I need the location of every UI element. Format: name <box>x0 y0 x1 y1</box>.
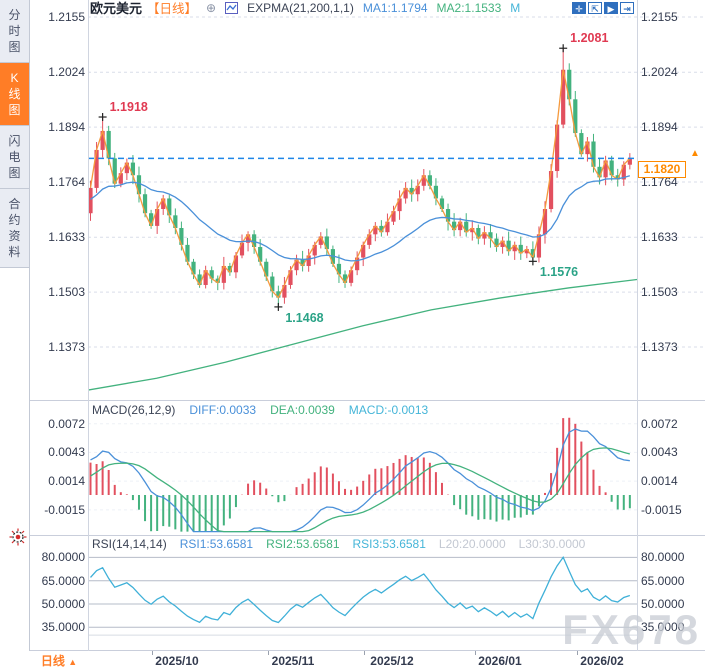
axis-border-left <box>88 0 89 651</box>
x-axis-tick <box>152 651 153 655</box>
panel-separator <box>30 650 705 651</box>
symbol-name: 欧元美元 <box>90 1 143 16</box>
x-axis-label: 2026/01 <box>478 654 522 668</box>
high-annotation: 1.2081 <box>570 31 609 46</box>
y-axis-label: 1.1503 <box>641 285 678 300</box>
y-axis-label: 1.1894 <box>48 120 85 135</box>
x-axis-label: 2026/02 <box>580 654 624 668</box>
rsi-l30-value: L30:30.0000 <box>518 537 586 551</box>
y-axis-label: 0.0043 <box>641 445 678 460</box>
sun-marker-icon[interactable] <box>9 528 27 546</box>
y-axis-label: 1.1633 <box>641 230 678 245</box>
y-axis-label: 0.0072 <box>48 416 85 431</box>
y-axis-label: 1.1373 <box>641 340 678 354</box>
sidebar-tab-contract[interactable]: 合约资料 <box>0 189 29 268</box>
period-selector[interactable]: 日线 ▲ <box>30 651 88 671</box>
y-axis-label: 1.1764 <box>48 175 85 189</box>
high-annotation: 1.1918 <box>109 100 148 114</box>
y-axis-label: 1.1764 <box>641 175 678 189</box>
y-axis-label: 1.1894 <box>641 120 678 135</box>
y-axis-label: 1.2155 <box>48 10 85 24</box>
rsi-title[interactable]: RSI(14,14,14) <box>92 537 167 551</box>
price-up-arrow: ▲ <box>690 148 700 160</box>
y-axis-label: 0.0014 <box>641 474 678 489</box>
x-axis-tick <box>364 651 365 655</box>
y-axis-label: 0.0014 <box>48 474 85 489</box>
sidebar-tab-flash[interactable]: 闪电图 <box>0 126 29 189</box>
rsi2-value: RSI2:53.6581 <box>266 537 340 551</box>
indicator-title[interactable]: EXPMA(21,200,1,1) <box>247 0 354 15</box>
x-axis-label: 2025/12 <box>370 654 414 668</box>
y-axis-label: 65.0000 <box>41 573 85 588</box>
period-label: 日线 <box>40 654 65 668</box>
y-axis-label: 50.0000 <box>41 597 85 611</box>
fit-range-icon[interactable]: ⇱ <box>588 2 602 14</box>
zoom-chart-icon[interactable]: ▶ <box>604 2 618 14</box>
panel-separator <box>30 535 705 536</box>
axis-border-right <box>637 0 638 651</box>
expand-circle-icon[interactable]: ⊕ <box>206 0 217 15</box>
y-axis-label: 80.0000 <box>41 550 85 565</box>
y-axis-label: 1.2024 <box>48 65 85 80</box>
pan-tool-icon[interactable]: ✛ <box>572 2 586 14</box>
y-axis-label: 0.0072 <box>641 416 678 431</box>
y-axis-label: 35.0000 <box>641 620 685 635</box>
y-axis-label: 1.2155 <box>641 10 678 24</box>
y-axis-label: 50.0000 <box>641 597 685 611</box>
x-axis-label: 2025/11 <box>271 654 315 668</box>
period-up-arrow: ▲ <box>68 657 78 667</box>
low-annotation: 1.1468 <box>285 310 324 325</box>
chart-header: 欧元美元 【日线】 ⊕ EXPMA(21,200,1,1) MA1:1.1794… <box>90 0 521 17</box>
y-axis-label: 1.1373 <box>48 340 85 354</box>
rsi-l20-value: L20:20.0000 <box>438 537 506 551</box>
rsi1-value: RSI1:53.6581 <box>179 537 254 551</box>
low-annotation: 1.1576 <box>539 265 579 280</box>
watermark: FX678 <box>562 606 701 653</box>
x-axis-tick <box>268 651 269 655</box>
macd-layer <box>89 417 631 532</box>
y-axis-label: 65.0000 <box>641 573 685 588</box>
macd-macd-value: MACD:-0.0013 <box>348 403 429 417</box>
y-axis-label: 1.1633 <box>48 230 85 245</box>
current-price-tag[interactable]: 1.1820 <box>638 161 686 179</box>
x-axis-label: 2025/10 <box>155 654 199 668</box>
y-axis-label: 1.2024 <box>641 65 678 80</box>
macd-dea-value: DEA:0.0039 <box>270 403 335 417</box>
indicator-chart-icon <box>225 1 239 14</box>
x-axis-tick <box>577 651 578 655</box>
period-tag[interactable]: 【日线】 <box>147 2 198 16</box>
ma1-value: MA1:1.1794 <box>362 0 428 15</box>
y-axis-label: 0.0043 <box>48 445 85 460</box>
x-axis-tick <box>475 651 476 655</box>
ma3-value: M <box>510 0 521 15</box>
rsi-header: RSI(14,14,14) RSI1:53.6581 RSI2:53.6581 … <box>92 537 585 551</box>
y-axis-label: 1.1503 <box>48 285 85 300</box>
ma2-value: MA2:1.1533 <box>436 0 502 15</box>
macd-title[interactable]: MACD(26,12,9) <box>92 403 176 417</box>
y-axis-label: 80.0000 <box>641 550 685 565</box>
rsi3-value: RSI3:53.6581 <box>352 537 426 551</box>
step-forward-icon[interactable]: ⇥ <box>620 2 634 14</box>
panel-separator <box>30 400 705 401</box>
macd-header: MACD(26,12,9) DIFF:0.0033 DEA:0.0039 MAC… <box>92 403 428 417</box>
bottom-bar <box>0 651 705 671</box>
y-axis-label: -0.0015 <box>44 502 85 517</box>
y-axis-label: 35.0000 <box>41 620 85 635</box>
chart-toolbar: ✛ ⇱ ▶ ⇥ <box>572 2 634 14</box>
y-axis-label: -0.0015 <box>641 502 682 517</box>
sidebar-tab-timeshare[interactable]: 分时图 <box>0 0 29 63</box>
macd-diff-value: DIFF:0.0033 <box>189 403 257 417</box>
